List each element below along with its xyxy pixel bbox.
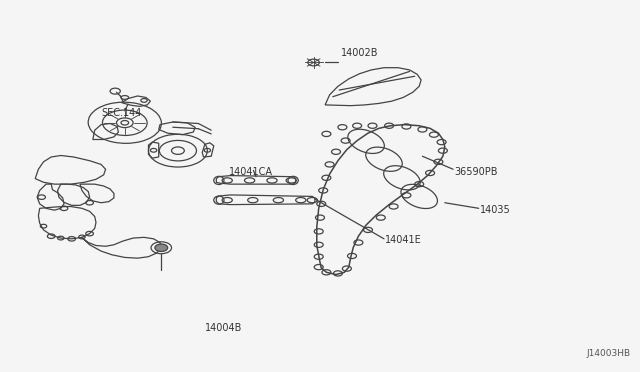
Ellipse shape — [155, 244, 168, 251]
Text: 36590PB: 36590PB — [454, 167, 498, 177]
Text: 14041E: 14041E — [385, 235, 422, 245]
Text: 14035: 14035 — [480, 205, 511, 215]
Text: 14002B: 14002B — [340, 48, 378, 58]
Text: 14004B: 14004B — [205, 323, 242, 333]
Text: 14041CA: 14041CA — [229, 167, 273, 177]
Text: SEC.144: SEC.144 — [101, 109, 141, 118]
Text: J14003HB: J14003HB — [586, 349, 630, 358]
